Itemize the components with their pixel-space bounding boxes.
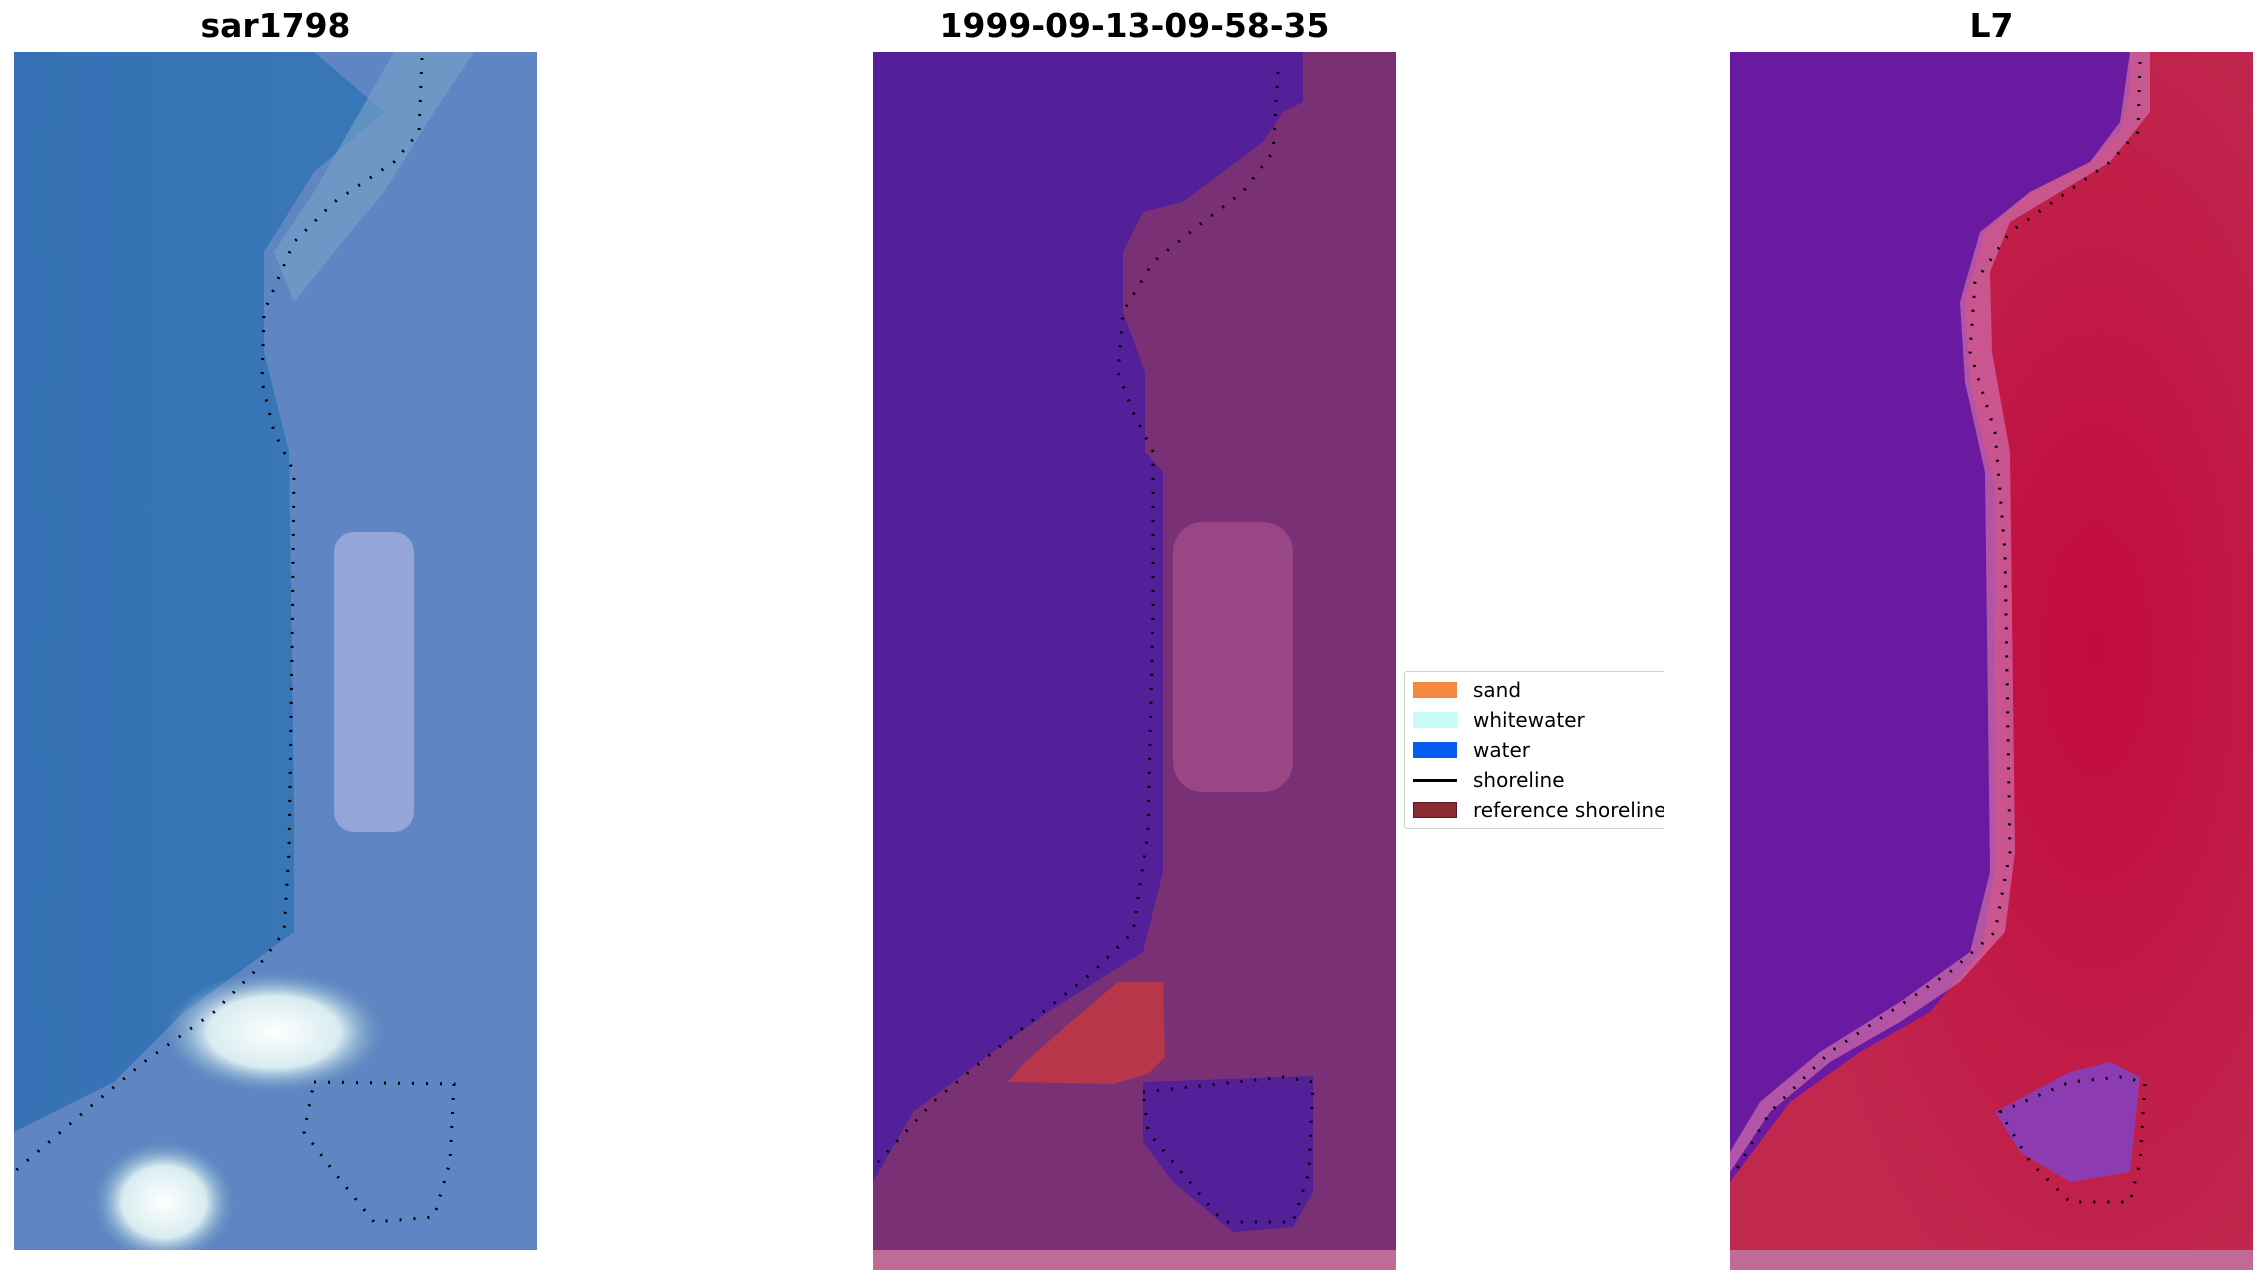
legend-label-whitewater: whitewater: [1473, 708, 1585, 732]
class-bottom-strip: [873, 1250, 1396, 1270]
index-panel: [1730, 52, 2253, 1270]
rgb-whitewater-2: [94, 1142, 234, 1250]
rgb-image-panel: [14, 52, 537, 1250]
class-land-area: [873, 52, 1396, 1250]
index-land-area: [1730, 52, 2253, 1250]
index-shoreline: [1733, 61, 2142, 1173]
panel-title-index: L7: [1969, 6, 2014, 45]
rgb-land-area: [14, 52, 537, 1250]
rgb-bright-patch: [334, 532, 414, 832]
rgb-whitewater: [164, 972, 384, 1092]
index-lagoon: [1995, 1062, 2140, 1182]
legend-swatch-reference-buffer: [1413, 802, 1457, 818]
class-lagoon: [1143, 1076, 1313, 1232]
legend-swatch-water: [1413, 742, 1457, 758]
legend-item-whitewater: whitewater: [1413, 708, 1585, 732]
rgb-bright-sand: [274, 52, 474, 302]
class-reference-buffer: [1008, 982, 1165, 1084]
legend-label-sand: sand: [1473, 678, 1522, 702]
index-image: [1730, 52, 2253, 1270]
rgb-image: [14, 52, 537, 1250]
panel-title-classification: 1999-09-13-09-58-35: [939, 6, 1330, 45]
legend-item-shoreline: shoreline: [1413, 768, 1565, 792]
legend-item-reference-buffer: reference shoreline buffer: [1413, 798, 1664, 822]
class-bright-patch: [1173, 522, 1293, 792]
legend-item-water: water: [1413, 738, 1530, 762]
legend-item-sand: sand: [1413, 678, 1521, 702]
legend-label-water: water: [1473, 738, 1530, 762]
legend-label-shoreline: shoreline: [1473, 768, 1565, 792]
legend-label-reference-buffer: reference shoreline buffer: [1473, 798, 1664, 822]
classification-image: [873, 52, 1396, 1270]
rgb-shoreline: [14, 57, 424, 1174]
classification-panel: [873, 52, 1396, 1270]
legend: sand whitewater water shoreline referenc…: [1404, 671, 1664, 829]
index-bottom-strip: [1730, 1250, 2253, 1270]
legend-swatch-whitewater: [1413, 712, 1457, 728]
legend-line-shoreline: [1413, 778, 1457, 782]
panel-title-rgb: sar1798: [200, 6, 351, 45]
legend-swatch-sand: [1413, 682, 1457, 698]
